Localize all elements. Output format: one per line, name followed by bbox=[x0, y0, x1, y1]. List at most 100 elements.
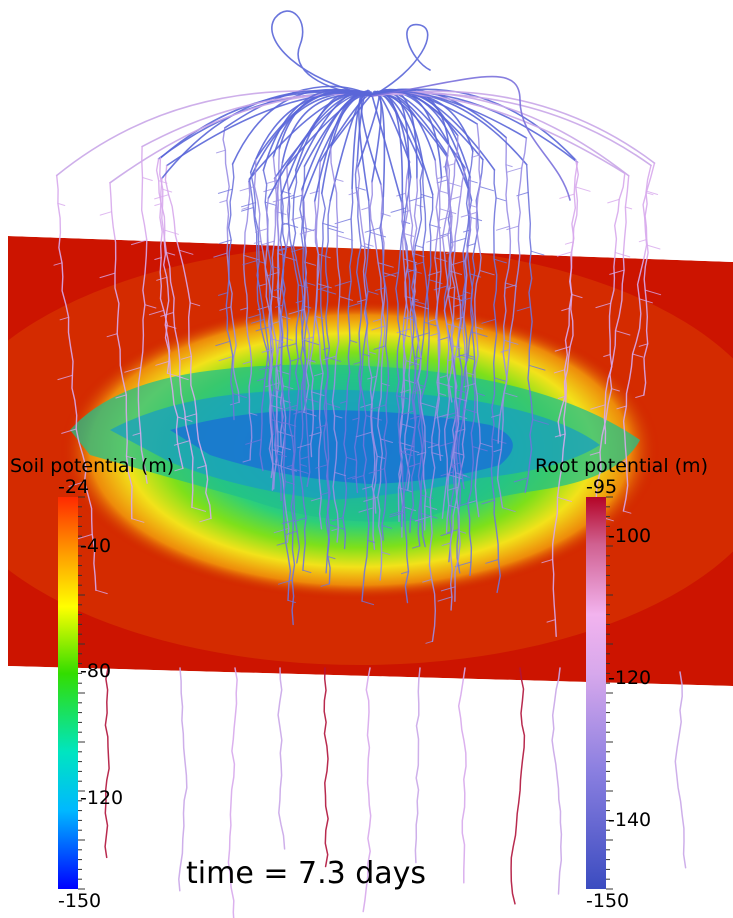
lateral-root bbox=[557, 395, 566, 399]
lateral-root bbox=[455, 472, 468, 477]
deep-root bbox=[323, 667, 329, 868]
deep-root bbox=[104, 667, 110, 859]
lateral-root bbox=[439, 441, 455, 447]
lateral-root bbox=[440, 532, 452, 537]
lateral-root bbox=[505, 164, 513, 168]
lateral-root bbox=[371, 325, 386, 331]
lateral-root bbox=[481, 499, 495, 505]
lateral-root bbox=[99, 211, 113, 216]
lateral-root bbox=[423, 321, 438, 327]
lateral-root bbox=[595, 302, 612, 309]
crown-root bbox=[356, 89, 373, 162]
root-tick-label: -95 bbox=[586, 476, 618, 498]
descending-root bbox=[222, 127, 240, 403]
lateral-root bbox=[506, 225, 520, 231]
lateral-root bbox=[177, 416, 193, 422]
root-network bbox=[53, 10, 687, 918]
lateral-root bbox=[160, 312, 174, 317]
lateral-root bbox=[309, 190, 320, 195]
lateral-root bbox=[405, 360, 421, 366]
lateral-root bbox=[276, 542, 287, 546]
lateral-root bbox=[496, 225, 510, 231]
lateral-root bbox=[131, 239, 148, 246]
lateral-root bbox=[261, 348, 274, 353]
descending-root bbox=[457, 158, 484, 490]
lateral-root bbox=[557, 496, 572, 502]
lateral-root bbox=[376, 455, 385, 459]
descending-root bbox=[155, 158, 171, 374]
lateral-root bbox=[355, 431, 373, 438]
crown-root bbox=[371, 93, 626, 175]
lateral-root bbox=[407, 464, 416, 468]
lateral-root bbox=[603, 354, 611, 357]
lateral-root bbox=[275, 369, 291, 375]
lateral-root bbox=[493, 377, 507, 382]
lateral-root bbox=[495, 197, 507, 202]
lateral-root bbox=[396, 192, 407, 197]
lateral-root bbox=[481, 318, 496, 324]
lateral-root bbox=[616, 405, 627, 410]
lateral-root bbox=[455, 397, 468, 402]
lateral-root bbox=[493, 258, 507, 264]
lateral-root bbox=[463, 408, 477, 413]
lateral-root bbox=[322, 347, 330, 351]
lateral-root bbox=[368, 351, 377, 355]
deep-root bbox=[674, 671, 687, 869]
lateral-root bbox=[285, 530, 298, 535]
lateral-root bbox=[431, 452, 444, 457]
soil-tick-label: -40 bbox=[80, 535, 112, 557]
soil-tick-label: -120 bbox=[80, 787, 124, 809]
lateral-root bbox=[467, 355, 476, 358]
deep-root bbox=[510, 667, 526, 905]
lateral-root bbox=[413, 356, 423, 360]
lateral-root bbox=[99, 272, 116, 279]
lateral-root bbox=[242, 459, 251, 463]
lateral-root bbox=[291, 468, 309, 474]
lateral-root bbox=[415, 204, 424, 208]
lateral-root bbox=[363, 496, 379, 502]
lateral-root bbox=[478, 186, 494, 192]
lateral-root bbox=[253, 240, 262, 244]
descending-root bbox=[449, 177, 472, 611]
lateral-root bbox=[278, 248, 287, 252]
crown-root bbox=[55, 90, 373, 177]
lateral-root bbox=[399, 333, 411, 338]
lateral-root bbox=[448, 182, 461, 187]
lateral-root bbox=[447, 286, 456, 290]
lateral-root bbox=[274, 287, 283, 291]
lateral-root bbox=[345, 456, 358, 461]
lateral-root bbox=[288, 343, 297, 347]
lateral-root bbox=[451, 260, 466, 266]
lateral-root bbox=[364, 227, 381, 233]
descending-root bbox=[379, 196, 390, 541]
lateral-root bbox=[106, 333, 118, 338]
root-tick-label: -100 bbox=[608, 525, 652, 547]
lateral-root bbox=[317, 253, 331, 259]
lateral-root bbox=[278, 579, 293, 585]
lateral-root bbox=[320, 583, 330, 587]
descending-root bbox=[448, 199, 473, 563]
lateral-root bbox=[505, 284, 517, 289]
lateral-root bbox=[425, 640, 433, 644]
descending-root bbox=[557, 159, 580, 437]
lateral-root bbox=[334, 415, 343, 419]
crown-root bbox=[371, 23, 431, 97]
lateral-root bbox=[546, 619, 556, 623]
soil-legend-title: Soil potential (m) bbox=[10, 455, 175, 477]
lateral-root bbox=[416, 451, 426, 456]
lateral-root bbox=[412, 303, 429, 310]
lateral-root bbox=[115, 394, 127, 399]
descending-root bbox=[243, 180, 253, 461]
lateral-root bbox=[179, 376, 189, 381]
descending-root bbox=[403, 178, 417, 491]
lateral-root bbox=[479, 270, 495, 276]
soil-colorbar bbox=[58, 497, 78, 889]
lateral-root bbox=[174, 467, 184, 472]
lateral-root bbox=[259, 366, 271, 371]
lateral-root bbox=[189, 302, 201, 307]
lateral-root bbox=[131, 518, 145, 523]
lateral-root bbox=[316, 286, 329, 291]
descending-root bbox=[159, 177, 184, 470]
lateral-root bbox=[611, 388, 620, 392]
